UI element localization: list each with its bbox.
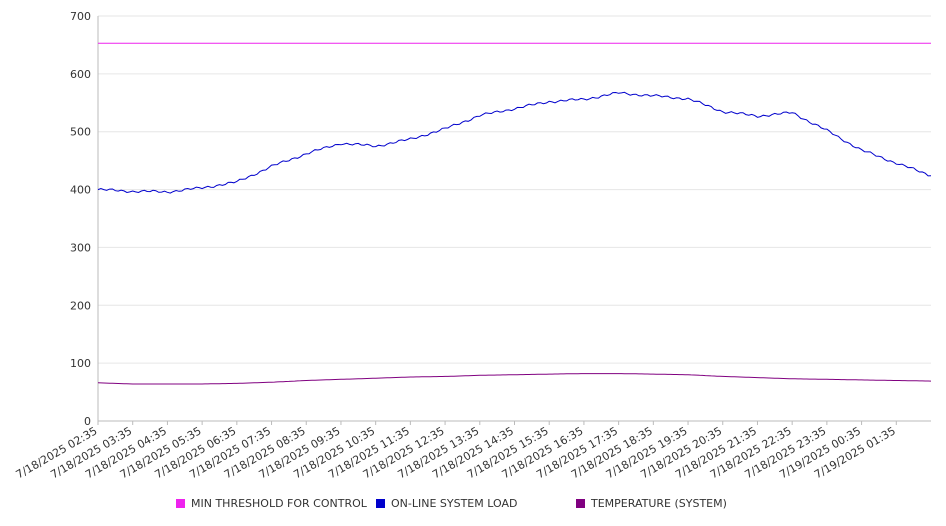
gridlines	[98, 15, 931, 422]
x-tick-labels: 7/18/2025 02:357/18/2025 03:357/18/2025 …	[14, 424, 898, 481]
y-tick-label: 600	[70, 68, 91, 81]
legend-swatch-system-load	[376, 499, 385, 508]
axes	[97, 16, 931, 425]
y-tick-label: 0	[84, 415, 91, 428]
legend-item-system-load: ON-LINE SYSTEM LOAD	[376, 497, 517, 510]
y-tick-label: 700	[70, 10, 91, 23]
legend-item-min-threshold: MIN THRESHOLD FOR CONTROL	[176, 497, 367, 510]
y-tick-labels: 0 100 200 300 400 500 600 700	[70, 10, 91, 428]
legend-label-system-load: ON-LINE SYSTEM LOAD	[391, 497, 518, 510]
y-tick-label: 100	[70, 357, 91, 370]
legend-label-min-threshold: MIN THRESHOLD FOR CONTROL	[191, 497, 367, 510]
legend-swatch-min-threshold	[176, 499, 185, 508]
y-tick-label: 200	[70, 299, 91, 312]
legend: MIN THRESHOLD FOR CONTROL ON-LINE SYSTEM…	[0, 497, 946, 515]
legend-label-temperature: TEMPERATURE (SYSTEM)	[591, 497, 727, 510]
series-line-1	[97, 91, 932, 194]
y-tick-label: 300	[70, 241, 91, 254]
series-line-2	[97, 373, 932, 385]
y-tick-label: 500	[70, 126, 91, 139]
legend-item-temperature: TEMPERATURE (SYSTEM)	[576, 497, 727, 510]
series-lines	[97, 42, 932, 385]
legend-swatch-temperature	[576, 499, 585, 508]
y-tick-label: 400	[70, 184, 91, 197]
